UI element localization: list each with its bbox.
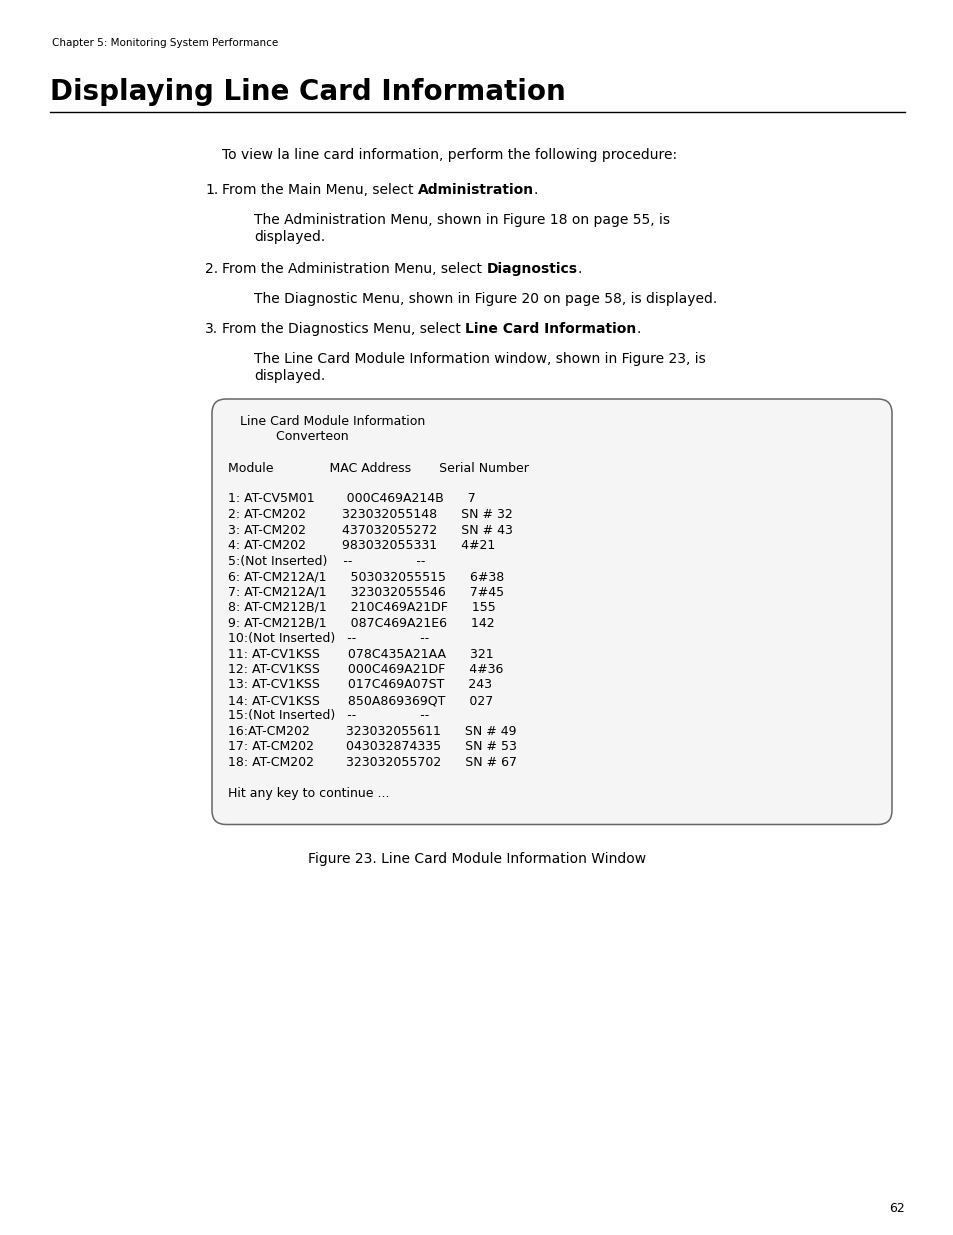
- Text: From the Diagnostics Menu, select: From the Diagnostics Menu, select: [222, 322, 465, 336]
- Text: Chapter 5: Monitoring System Performance: Chapter 5: Monitoring System Performance: [52, 38, 278, 48]
- Text: 13: AT-CV1KSS       017C469A07ST      243: 13: AT-CV1KSS 017C469A07ST 243: [220, 678, 492, 692]
- Text: 62: 62: [888, 1202, 904, 1215]
- Text: Module              MAC Address       Serial Number: Module MAC Address Serial Number: [220, 462, 528, 474]
- Text: Converteon: Converteon: [220, 431, 348, 443]
- Text: Hit any key to continue ...: Hit any key to continue ...: [220, 787, 389, 800]
- Text: Line Card Module Information: Line Card Module Information: [220, 415, 425, 429]
- Text: From the Main Menu, select: From the Main Menu, select: [222, 183, 417, 198]
- Text: The Line Card Module Information window, shown in Figure 23, is: The Line Card Module Information window,…: [253, 352, 705, 366]
- Text: The Diagnostic Menu, shown in Figure 20 on page 58, is displayed.: The Diagnostic Menu, shown in Figure 20 …: [253, 291, 717, 306]
- Text: 11: AT-CV1KSS       078C435A21AA      321: 11: AT-CV1KSS 078C435A21AA 321: [220, 647, 493, 661]
- Text: 4: AT-CM202         983032055331      4#21: 4: AT-CM202 983032055331 4#21: [220, 538, 495, 552]
- Text: .: .: [534, 183, 537, 198]
- Text: To view la line card information, perform the following procedure:: To view la line card information, perfor…: [222, 148, 677, 162]
- Text: 15:(Not Inserted)   --                --: 15:(Not Inserted) -- --: [220, 709, 429, 722]
- Text: 7: AT-CM212A/1      323032055546      7#45: 7: AT-CM212A/1 323032055546 7#45: [220, 585, 503, 599]
- Text: 12: AT-CV1KSS       000C469A21DF      4#36: 12: AT-CV1KSS 000C469A21DF 4#36: [220, 663, 503, 676]
- Text: Displaying Line Card Information: Displaying Line Card Information: [50, 78, 565, 106]
- Text: 3: AT-CM202         437032055272      SN # 43: 3: AT-CM202 437032055272 SN # 43: [220, 524, 513, 536]
- Text: Figure 23. Line Card Module Information Window: Figure 23. Line Card Module Information …: [308, 852, 645, 867]
- Text: 14: AT-CV1KSS       850A869369QT      027: 14: AT-CV1KSS 850A869369QT 027: [220, 694, 493, 706]
- FancyBboxPatch shape: [212, 399, 891, 825]
- Text: 2: AT-CM202         323032055148      SN # 32: 2: AT-CM202 323032055148 SN # 32: [220, 508, 512, 521]
- Text: .: .: [636, 322, 640, 336]
- Text: 10:(Not Inserted)   --                --: 10:(Not Inserted) -- --: [220, 632, 429, 645]
- Text: 9: AT-CM212B/1      087C469A21E6      142: 9: AT-CM212B/1 087C469A21E6 142: [220, 616, 494, 630]
- Text: .: .: [577, 262, 581, 275]
- Text: 17: AT-CM202        043032874335      SN # 53: 17: AT-CM202 043032874335 SN # 53: [220, 741, 517, 753]
- Text: 3.: 3.: [205, 322, 218, 336]
- Text: displayed.: displayed.: [253, 230, 325, 245]
- Text: displayed.: displayed.: [253, 369, 325, 383]
- Text: 16:AT-CM202         323032055611      SN # 49: 16:AT-CM202 323032055611 SN # 49: [220, 725, 516, 739]
- Text: Diagnostics: Diagnostics: [486, 262, 577, 275]
- Text: 2.: 2.: [205, 262, 218, 275]
- Text: 8: AT-CM212B/1      210C469A21DF      155: 8: AT-CM212B/1 210C469A21DF 155: [220, 601, 496, 614]
- Text: 6: AT-CM212A/1      503032055515      6#38: 6: AT-CM212A/1 503032055515 6#38: [220, 571, 504, 583]
- Text: From the Administration Menu, select: From the Administration Menu, select: [222, 262, 486, 275]
- Text: 5:(Not Inserted)    --                --: 5:(Not Inserted) -- --: [220, 555, 425, 568]
- Text: 1: AT-CV5M01        000C469A214B      7: 1: AT-CV5M01 000C469A214B 7: [220, 493, 476, 505]
- Text: 1.: 1.: [205, 183, 218, 198]
- Text: 18: AT-CM202        323032055702      SN # 67: 18: AT-CM202 323032055702 SN # 67: [220, 756, 517, 769]
- Text: The Administration Menu, shown in Figure 18 on page 55, is: The Administration Menu, shown in Figure…: [253, 212, 669, 227]
- Text: Line Card Information: Line Card Information: [465, 322, 636, 336]
- Text: Administration: Administration: [417, 183, 534, 198]
